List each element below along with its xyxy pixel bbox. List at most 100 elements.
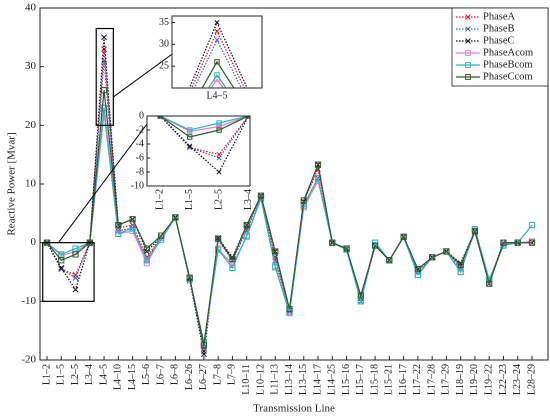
inset-y-tick-label: -10 (131, 180, 144, 191)
x-tick-label: L28–29 (526, 364, 537, 395)
legend-label: PhaseA (483, 11, 515, 22)
x-tick-label: L15–21 (384, 364, 395, 395)
marker (511, 122, 515, 126)
marker (472, 169, 476, 173)
marker (305, 93, 309, 97)
marker (536, 154, 540, 158)
marker (472, 169, 476, 173)
marker (279, 160, 283, 164)
marker (216, 120, 222, 126)
marker (393, 105, 397, 109)
marker (279, 164, 283, 168)
marker (300, 197, 307, 204)
marker (541, 140, 545, 144)
y-tick-label: -20 (21, 354, 36, 366)
x-tick-label: L15–18 (369, 364, 380, 395)
marker (465, 26, 471, 32)
marker (72, 251, 79, 258)
marker (423, 84, 427, 88)
marker (279, 160, 283, 164)
marker (229, 264, 236, 271)
marker (482, 236, 486, 240)
inset-x-tick-label: L4–5 (206, 90, 227, 101)
marker (272, 264, 279, 271)
legend-label: PhaseBcom (483, 59, 533, 70)
marker (186, 274, 193, 281)
x-tick-label: L17–22 (412, 364, 423, 395)
marker (511, 108, 515, 112)
marker (357, 298, 364, 305)
marker (343, 162, 347, 166)
series-line (207, 73, 227, 88)
x-tick-label: L7–9 (227, 364, 238, 385)
x-tick-label: L11–13 (270, 364, 281, 395)
marker (335, 96, 339, 100)
marker (216, 123, 222, 130)
inset-y-tick-label: -6 (136, 152, 144, 163)
marker (229, 255, 236, 263)
marker (335, 86, 339, 90)
x-tick-label: L13–15 (298, 364, 309, 395)
marker (86, 180, 90, 184)
marker (286, 305, 293, 313)
marker (58, 264, 65, 271)
marker (393, 107, 397, 111)
marker (329, 239, 336, 246)
marker (536, 154, 540, 158)
marker (414, 271, 421, 279)
inset-y-tick-label: -8 (136, 166, 144, 177)
marker (472, 169, 476, 173)
marker (371, 242, 379, 249)
marker (335, 93, 339, 97)
marker (465, 62, 471, 68)
y-axis-title: Reactive Power [Mvar] (6, 132, 18, 235)
marker (343, 162, 347, 166)
marker (215, 246, 222, 253)
marker (364, 138, 368, 142)
marker (364, 135, 368, 139)
x-tick-label: L3–4 (84, 364, 95, 385)
marker (511, 110, 515, 114)
marker (305, 93, 309, 97)
y-tick-label: 20 (25, 119, 37, 131)
marker (414, 265, 421, 273)
marker (364, 131, 368, 135)
marker (115, 221, 122, 229)
marker (101, 46, 108, 53)
marker (158, 236, 165, 243)
marker (536, 154, 540, 158)
marker (279, 167, 283, 171)
marker (500, 239, 507, 246)
marker (72, 286, 79, 293)
marker (541, 135, 545, 139)
marker (187, 143, 193, 149)
marker (357, 292, 364, 299)
marker (335, 86, 339, 90)
marker (486, 280, 493, 287)
marker (465, 38, 471, 44)
marker (216, 127, 222, 133)
marker (101, 34, 108, 41)
marker (465, 74, 471, 80)
plot-area (43, 34, 536, 358)
y-tick-label: 40 (25, 2, 37, 14)
marker (482, 236, 486, 240)
marker (200, 351, 207, 358)
marker (393, 108, 397, 112)
marker (408, 177, 412, 181)
marker (465, 50, 471, 56)
zoom-connector (113, 51, 176, 98)
zoom-box (42, 242, 95, 302)
marker (305, 103, 309, 107)
marker (343, 156, 347, 160)
marker (86, 182, 90, 186)
marker (423, 84, 427, 88)
marker (364, 121, 368, 125)
marker (457, 261, 464, 269)
marker (58, 251, 65, 258)
marker (423, 84, 427, 88)
inset-y-tick-label: 30 (159, 39, 169, 50)
series-line (210, 78, 225, 88)
zoom-connector (57, 119, 151, 243)
